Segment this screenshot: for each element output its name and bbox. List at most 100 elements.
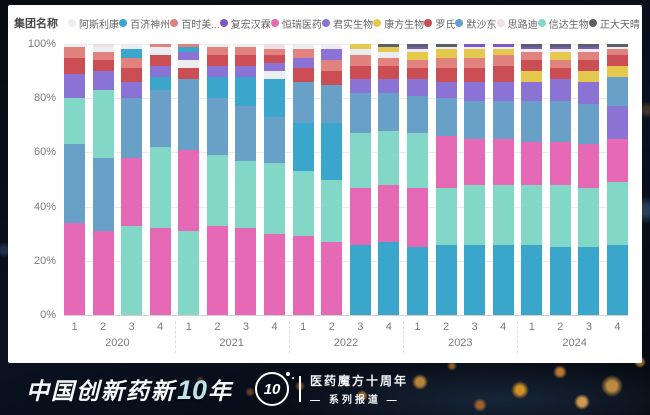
legend-item-msd[interactable]: 默沙东 <box>455 16 496 31</box>
segment-henlius[interactable] <box>521 46 543 50</box>
segment-astrazeneca[interactable] <box>378 52 400 58</box>
segment-junshi[interactable] <box>292 57 314 69</box>
segment-hengrui[interactable] <box>321 241 343 315</box>
segment-hengrui[interactable] <box>606 138 628 183</box>
segment-hengrui[interactable] <box>64 222 85 315</box>
bar-2023-q1[interactable] <box>406 44 428 315</box>
segment-akeso[interactable] <box>578 71 600 82</box>
segment-innovent[interactable] <box>206 155 228 226</box>
segment-innovent[interactable] <box>235 160 257 229</box>
segment-roche[interactable] <box>92 60 114 72</box>
segment-cttq[interactable] <box>435 44 457 47</box>
segment-roche[interactable] <box>435 68 457 82</box>
segment-roche[interactable] <box>521 60 543 72</box>
segment-akeso[interactable] <box>549 52 571 61</box>
bar-2020-q2[interactable] <box>92 44 114 315</box>
legend-item-cttq[interactable]: 正大天晴 <box>588 16 640 31</box>
segment-msd[interactable] <box>549 100 571 142</box>
segment-hengrui[interactable] <box>121 157 143 226</box>
segment-bms[interactable] <box>178 44 200 47</box>
segment-beigene[interactable] <box>149 76 171 91</box>
segment-roche[interactable] <box>235 54 257 66</box>
bar-2024-q3[interactable] <box>578 44 600 315</box>
segment-astrazeneca[interactable] <box>464 46 486 50</box>
segment-junshi[interactable] <box>178 52 200 61</box>
segment-bms[interactable] <box>606 49 628 55</box>
segment-cttq[interactable] <box>521 44 543 47</box>
segment-beigene[interactable] <box>264 79 286 118</box>
bar-2023-q3[interactable] <box>464 44 486 315</box>
segment-astrazeneca[interactable] <box>235 44 257 47</box>
segment-junshi[interactable] <box>435 81 457 99</box>
segment-astrazeneca[interactable] <box>521 49 543 53</box>
legend-item-beigene[interactable]: 百济神州 <box>119 16 170 31</box>
segment-bms[interactable] <box>235 46 257 55</box>
segment-msd[interactable] <box>64 144 85 223</box>
segment-junshi[interactable] <box>521 81 543 101</box>
segment-astrazeneca[interactable] <box>92 46 114 53</box>
segment-junshi[interactable] <box>492 81 514 101</box>
segment-beigene[interactable] <box>292 122 314 172</box>
segment-hengrui[interactable] <box>235 228 257 315</box>
segment-roche[interactable] <box>321 71 343 85</box>
segment-msd[interactable] <box>578 103 600 145</box>
segment-henlius[interactable] <box>464 44 486 47</box>
segment-beigene[interactable] <box>578 247 600 315</box>
legend-item-innovent[interactable]: 信达生物 <box>537 16 589 31</box>
segment-hengrui[interactable] <box>464 138 486 185</box>
bar-2020-q1[interactable] <box>64 44 85 315</box>
segment-bms[interactable] <box>64 46 85 58</box>
segment-astrazeneca[interactable] <box>606 46 628 50</box>
segment-msd[interactable] <box>435 98 457 137</box>
segment-bms[interactable] <box>92 52 114 61</box>
segment-akeso[interactable] <box>406 52 428 61</box>
segment-akeso[interactable] <box>435 49 457 58</box>
segment-astrazeneca[interactable] <box>406 49 428 53</box>
legend-item-hengrui[interactable]: 恒瑞医药 <box>270 16 322 31</box>
bar-2024-q2[interactable] <box>549 44 571 315</box>
segment-msd[interactable] <box>606 76 628 107</box>
segment-innovent[interactable] <box>92 90 114 158</box>
segment-bms[interactable] <box>406 60 428 69</box>
segment-innovent[interactable] <box>292 171 314 237</box>
segment-msd[interactable] <box>264 117 286 164</box>
segment-astrazeneca[interactable] <box>578 49 600 53</box>
segment-junshi[interactable] <box>64 73 85 99</box>
segment-innovent[interactable] <box>149 146 171 229</box>
segment-hengrui[interactable] <box>206 225 228 315</box>
legend-item-3dmed[interactable]: 思路迪 <box>496 16 538 31</box>
segment-roche[interactable] <box>464 68 486 82</box>
bar-2024-q1[interactable] <box>521 44 543 315</box>
segment-beigene[interactable] <box>206 76 228 99</box>
segment-akeso[interactable] <box>492 49 514 55</box>
segment-innovent[interactable] <box>435 187 457 245</box>
segment-junshi[interactable] <box>578 81 600 104</box>
segment-innovent[interactable] <box>178 231 200 315</box>
segment-3dmed[interactable] <box>264 44 286 50</box>
segment-junshi[interactable] <box>464 81 486 101</box>
segment-akeso[interactable] <box>378 46 400 53</box>
segment-akeso[interactable] <box>521 71 543 82</box>
bar-2021-q3[interactable] <box>235 44 257 315</box>
segment-hengrui[interactable] <box>406 187 428 248</box>
legend-item-akeso[interactable]: 康方生物 <box>373 16 424 31</box>
segment-hengrui[interactable] <box>92 231 114 315</box>
segment-innovent[interactable] <box>406 133 428 188</box>
segment-beigene[interactable] <box>121 49 143 58</box>
segment-henlius[interactable] <box>406 46 428 50</box>
segment-bms[interactable] <box>121 57 143 69</box>
segment-3dmed[interactable] <box>92 44 114 47</box>
segment-bms[interactable] <box>549 60 571 69</box>
segment-innovent[interactable] <box>521 184 543 245</box>
segment-roche[interactable] <box>378 65 400 80</box>
segment-astrazeneca[interactable] <box>292 44 314 50</box>
segment-msd[interactable] <box>206 98 228 156</box>
segment-beigene[interactable] <box>178 46 200 53</box>
segment-msd[interactable] <box>178 79 200 150</box>
segment-beigene[interactable] <box>378 241 400 315</box>
segment-bms[interactable] <box>521 52 543 61</box>
segment-innovent[interactable] <box>492 184 514 245</box>
segment-msd[interactable] <box>235 106 257 161</box>
segment-astrazeneca[interactable] <box>435 46 457 50</box>
bar-2021-q1[interactable] <box>178 44 200 315</box>
